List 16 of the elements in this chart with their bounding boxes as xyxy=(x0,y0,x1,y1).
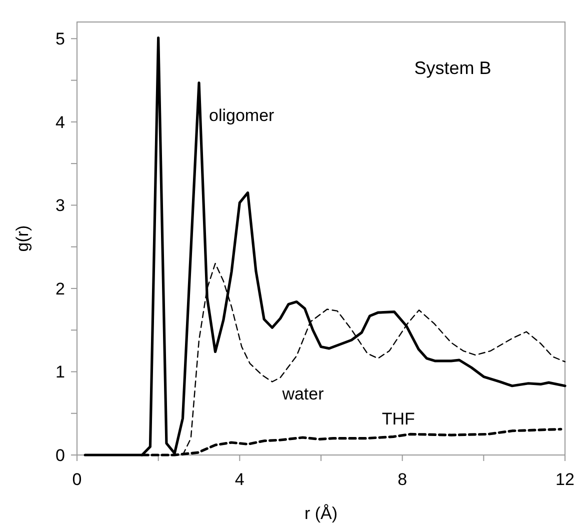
x-axis-title: r (Å) xyxy=(304,504,338,523)
series-label: THF xyxy=(382,410,415,429)
x-tick-label: 4 xyxy=(234,470,244,489)
y-tick-label: 0 xyxy=(56,446,65,465)
y-tick-label: 4 xyxy=(56,112,65,132)
y-axis-title: g(r) xyxy=(13,225,32,252)
series-label: oligomer xyxy=(209,106,275,125)
x-tick-label: 12 xyxy=(556,470,574,489)
y-tick-label: 2 xyxy=(56,279,65,298)
series-label: water xyxy=(281,384,324,404)
x-tick-label: 0 xyxy=(72,470,82,489)
x-tick-label: 8 xyxy=(398,470,408,489)
y-tick-label: 1 xyxy=(56,362,65,382)
annotation: System B xyxy=(414,58,492,78)
y-tick-label: 3 xyxy=(56,196,65,216)
y-tick-label: 5 xyxy=(56,30,65,49)
